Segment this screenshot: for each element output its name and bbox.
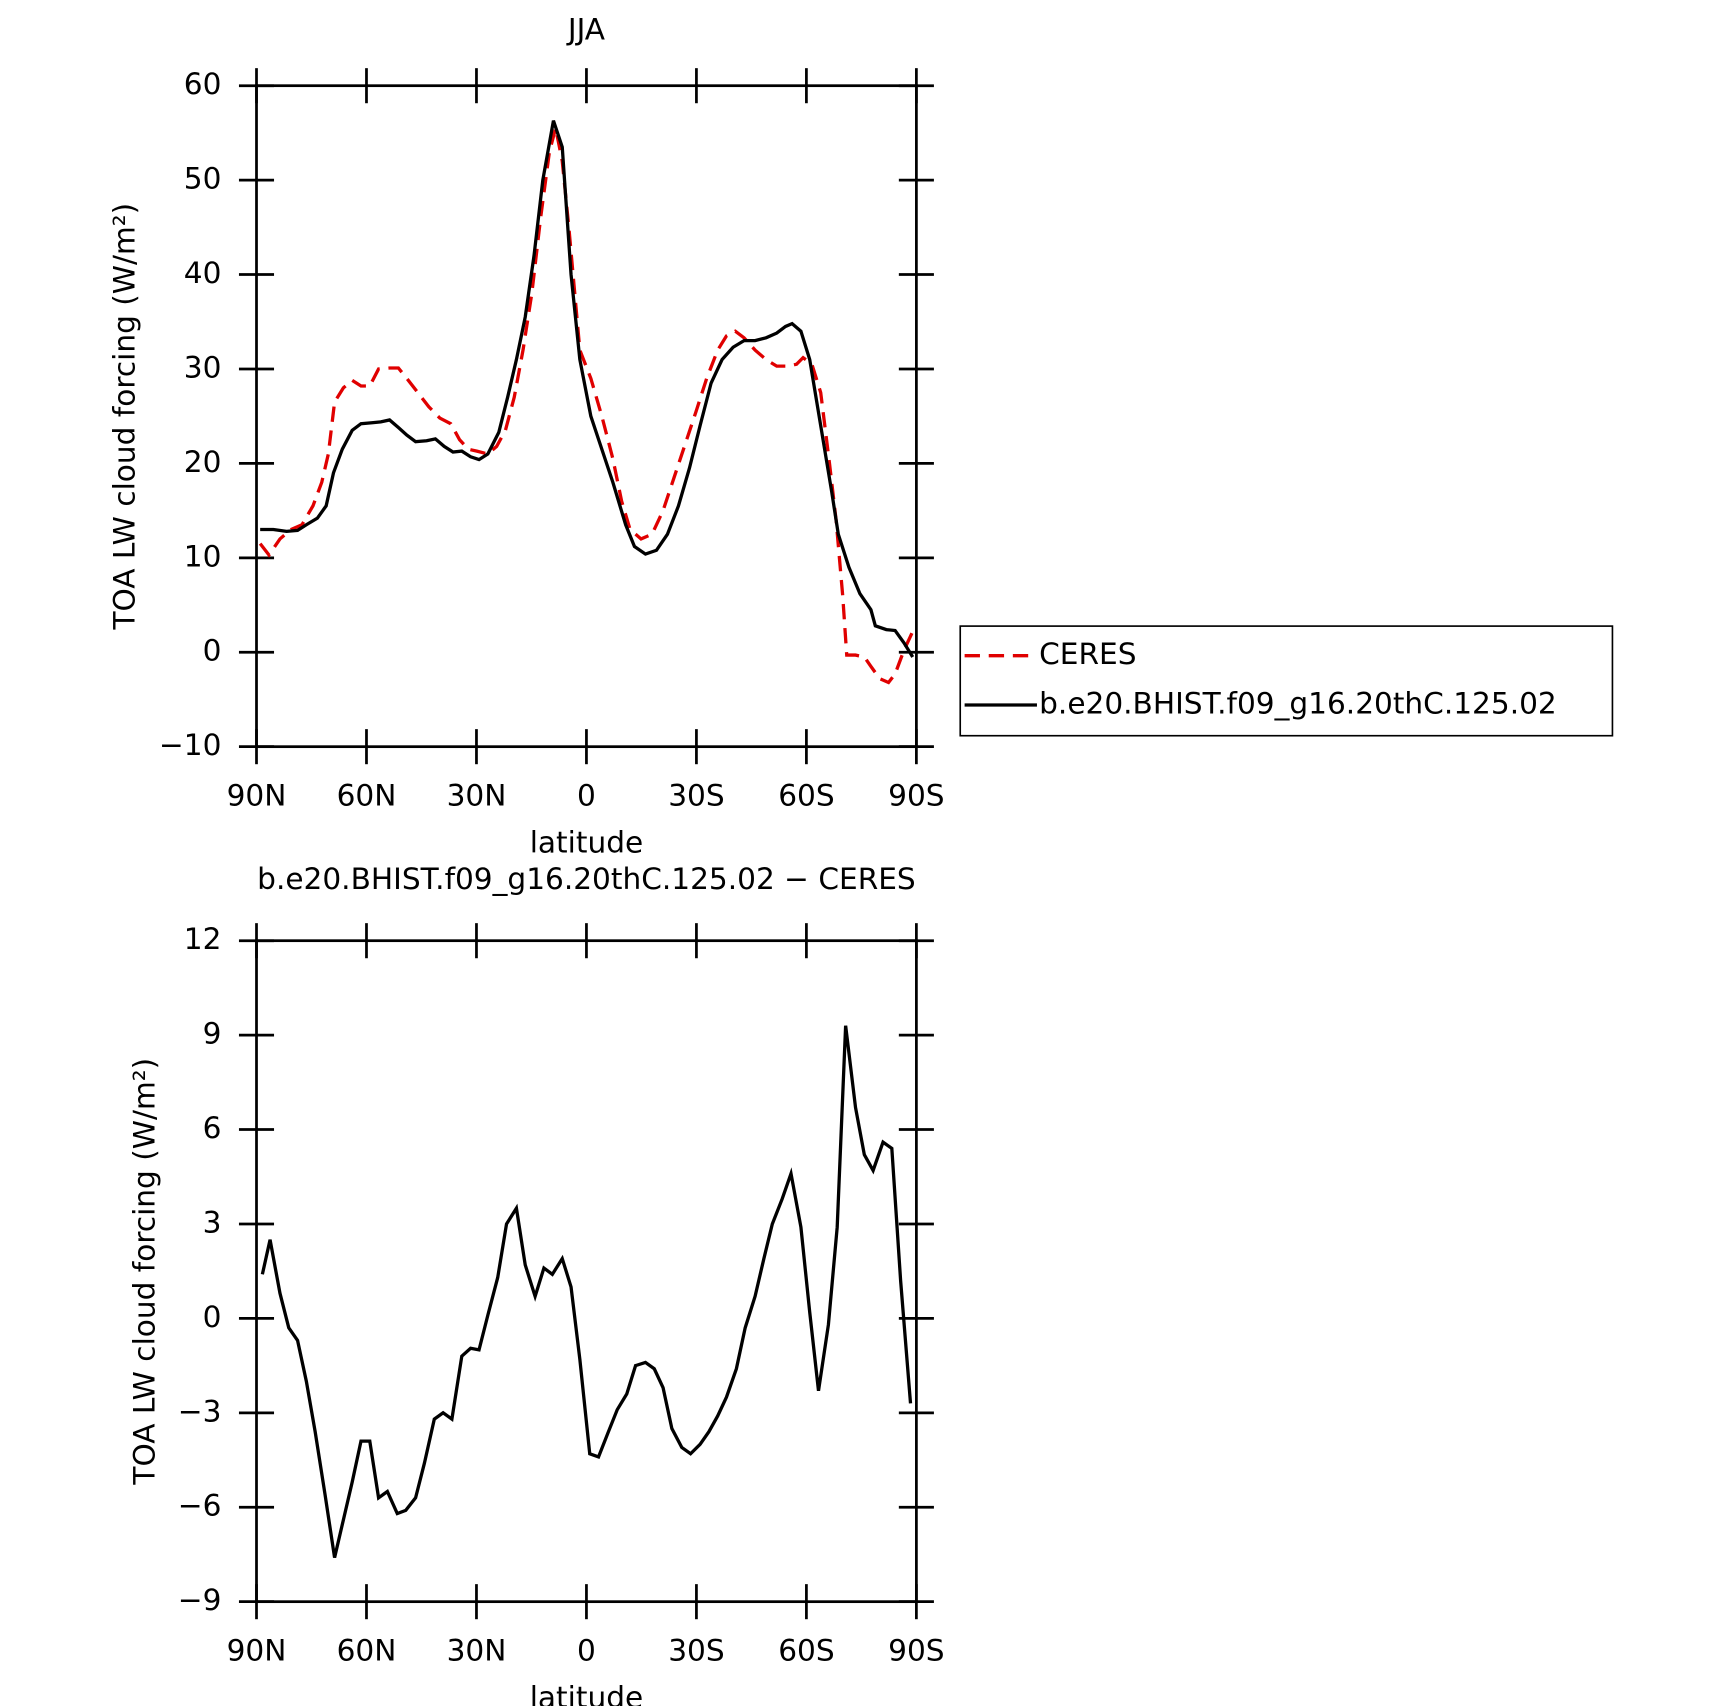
y-tick-label: 60 [184, 67, 222, 101]
y-tick-label: 10 [184, 539, 222, 573]
chart-title: JJA [566, 12, 605, 46]
y-tick-label: 0 [203, 634, 222, 668]
x-tick-label: 0 [577, 779, 596, 813]
y-tick-label: 30 [184, 350, 222, 384]
y-tick-label: 20 [184, 445, 222, 479]
data-line [258, 127, 915, 685]
data-line [260, 120, 915, 658]
chart-title: b.e20.BHIST.f09_g16.20thC.125.02 − CERES [257, 862, 916, 896]
y-tick-label: 9 [203, 1017, 222, 1051]
x-tick-label: 90S [888, 779, 944, 813]
y-tick-label: 0 [203, 1300, 222, 1334]
x-tick-label: 30N [447, 1634, 507, 1668]
x-tick-label: 60N [337, 779, 397, 813]
y-axis-label: TOA LW cloud forcing (W/m²) [127, 1058, 161, 1486]
legend: CERES b.e20.BHIST.f09_g16.20thC.125.02 [959, 625, 1614, 737]
legend-box [959, 625, 1614, 737]
panel: b.e20.BHIST.f09_g16.20thC.125.02 − CERES… [127, 862, 944, 1706]
y-tick-label: 6 [203, 1111, 222, 1145]
x-tick-label: 90N [227, 779, 287, 813]
y-tick-label: −10 [159, 728, 221, 762]
legend-label: b.e20.BHIST.f09_g16.20thC.125.02 [1039, 687, 1557, 721]
plot-frame [255, 939, 918, 1604]
x-tick-label: 30N [447, 779, 507, 813]
x-tick-label: 30S [668, 779, 724, 813]
legend-label: CERES [1039, 637, 1136, 671]
x-tick-label: 60S [778, 1634, 834, 1668]
y-tick-label: −6 [178, 1489, 222, 1523]
y-tick-label: −9 [178, 1583, 222, 1617]
x-tick-label: 0 [577, 1634, 596, 1668]
x-tick-label: 30S [668, 1634, 724, 1668]
y-tick-label: 3 [203, 1205, 222, 1239]
plot-frame [255, 84, 918, 749]
x-tick-label: 60N [337, 1634, 397, 1668]
x-tick-label: 90N [227, 1634, 287, 1668]
panel: JJA latitude TOA LW cloud forcing (W/m²) −1… [108, 12, 1614, 860]
x-tick-label: 90S [888, 1634, 944, 1668]
y-axis-label: TOA LW cloud forcing (W/m²) [108, 203, 142, 631]
x-axis-label: latitude [530, 1681, 643, 1706]
x-tick-label: 60S [778, 779, 834, 813]
y-tick-label: 50 [184, 162, 222, 196]
data-line [260, 1025, 913, 1558]
y-tick-label: 40 [184, 256, 222, 290]
y-tick-label: 12 [184, 922, 222, 956]
x-axis-label: latitude [530, 826, 643, 860]
y-tick-label: −3 [178, 1394, 222, 1428]
